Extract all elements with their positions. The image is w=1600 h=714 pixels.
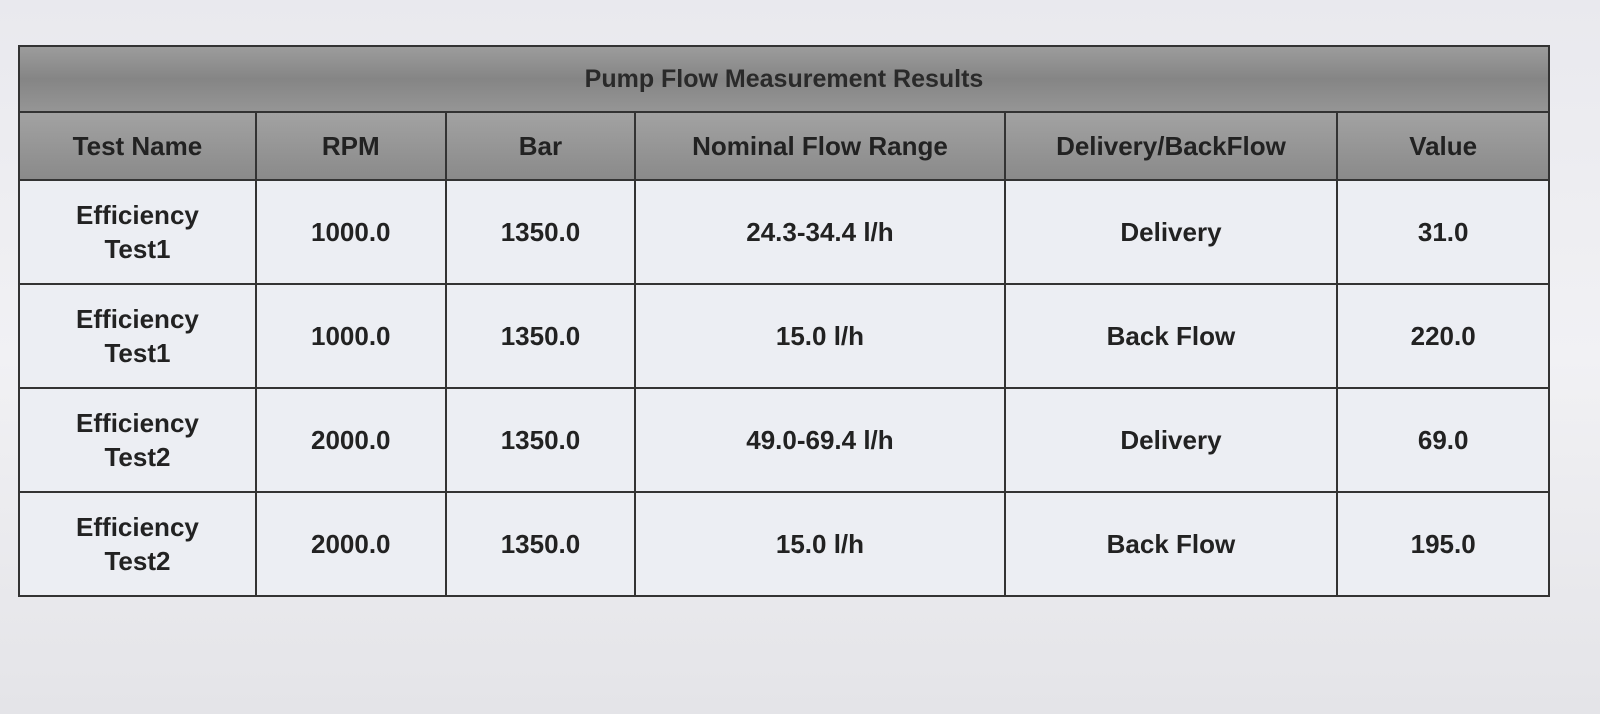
column-header: Bar (444, 111, 637, 181)
header-row: Test Name RPM Bar Nominal Flow Range Deliver… (18, 111, 1550, 181)
table-cell: 2000.0 (254, 387, 447, 493)
results-table: Pump Flow Measurement Results Test Name R… (18, 45, 1550, 597)
table-row: Efficiency Test1 1000.0 1350.0 15.0 l/h Back… (18, 283, 1550, 389)
table-cell: 1350.0 (444, 387, 637, 493)
table-cell: 15.0 l/h (634, 283, 1006, 389)
table-cell: Delivery (1003, 179, 1339, 285)
column-header: Test Name (18, 111, 257, 181)
table-cell: 69.0 (1336, 387, 1550, 493)
table-cell: 220.0 (1336, 283, 1550, 389)
test-name-cell: Efficiency Test2 (18, 387, 257, 493)
test-name-cell: Efficiency Test1 (18, 283, 257, 389)
table-row: Efficiency Test2 2000.0 1350.0 49.0-69.4 l/… (18, 387, 1550, 493)
table-cell: 24.3-34.4 l/h (634, 179, 1006, 285)
table-cell: 1350.0 (444, 283, 637, 389)
table-cell: Delivery (1003, 387, 1339, 493)
table-title: Pump Flow Measurement Results (18, 45, 1550, 113)
table-cell: 2000.0 (254, 491, 447, 597)
table-cell: 1000.0 (254, 283, 447, 389)
column-header: Value (1336, 111, 1550, 181)
table-cell: 195.0 (1336, 491, 1550, 597)
column-header: RPM (254, 111, 447, 181)
table-cell: 15.0 l/h (634, 491, 1006, 597)
table-cell: 49.0-69.4 l/h (634, 387, 1006, 493)
column-header: Delivery/BackFlow (1003, 111, 1339, 181)
table-cell: Back Flow (1003, 491, 1339, 597)
table-cell: 1350.0 (444, 179, 637, 285)
test-name-cell: Efficiency Test1 (18, 179, 257, 285)
table-cell: 1000.0 (254, 179, 447, 285)
table-row: Efficiency Test2 2000.0 1350.0 15.0 l/h Back… (18, 491, 1550, 597)
column-header: Nominal Flow Range (634, 111, 1006, 181)
table-row: Efficiency Test1 1000.0 1350.0 24.3-34.4 l/… (18, 179, 1550, 285)
test-name-cell: Efficiency Test2 (18, 491, 257, 597)
table-cell: 1350.0 (444, 491, 637, 597)
table-cell: Back Flow (1003, 283, 1339, 389)
table-body: Efficiency Test1 1000.0 1350.0 24.3-34.4 l/… (18, 179, 1550, 597)
table-cell: 31.0 (1336, 179, 1550, 285)
